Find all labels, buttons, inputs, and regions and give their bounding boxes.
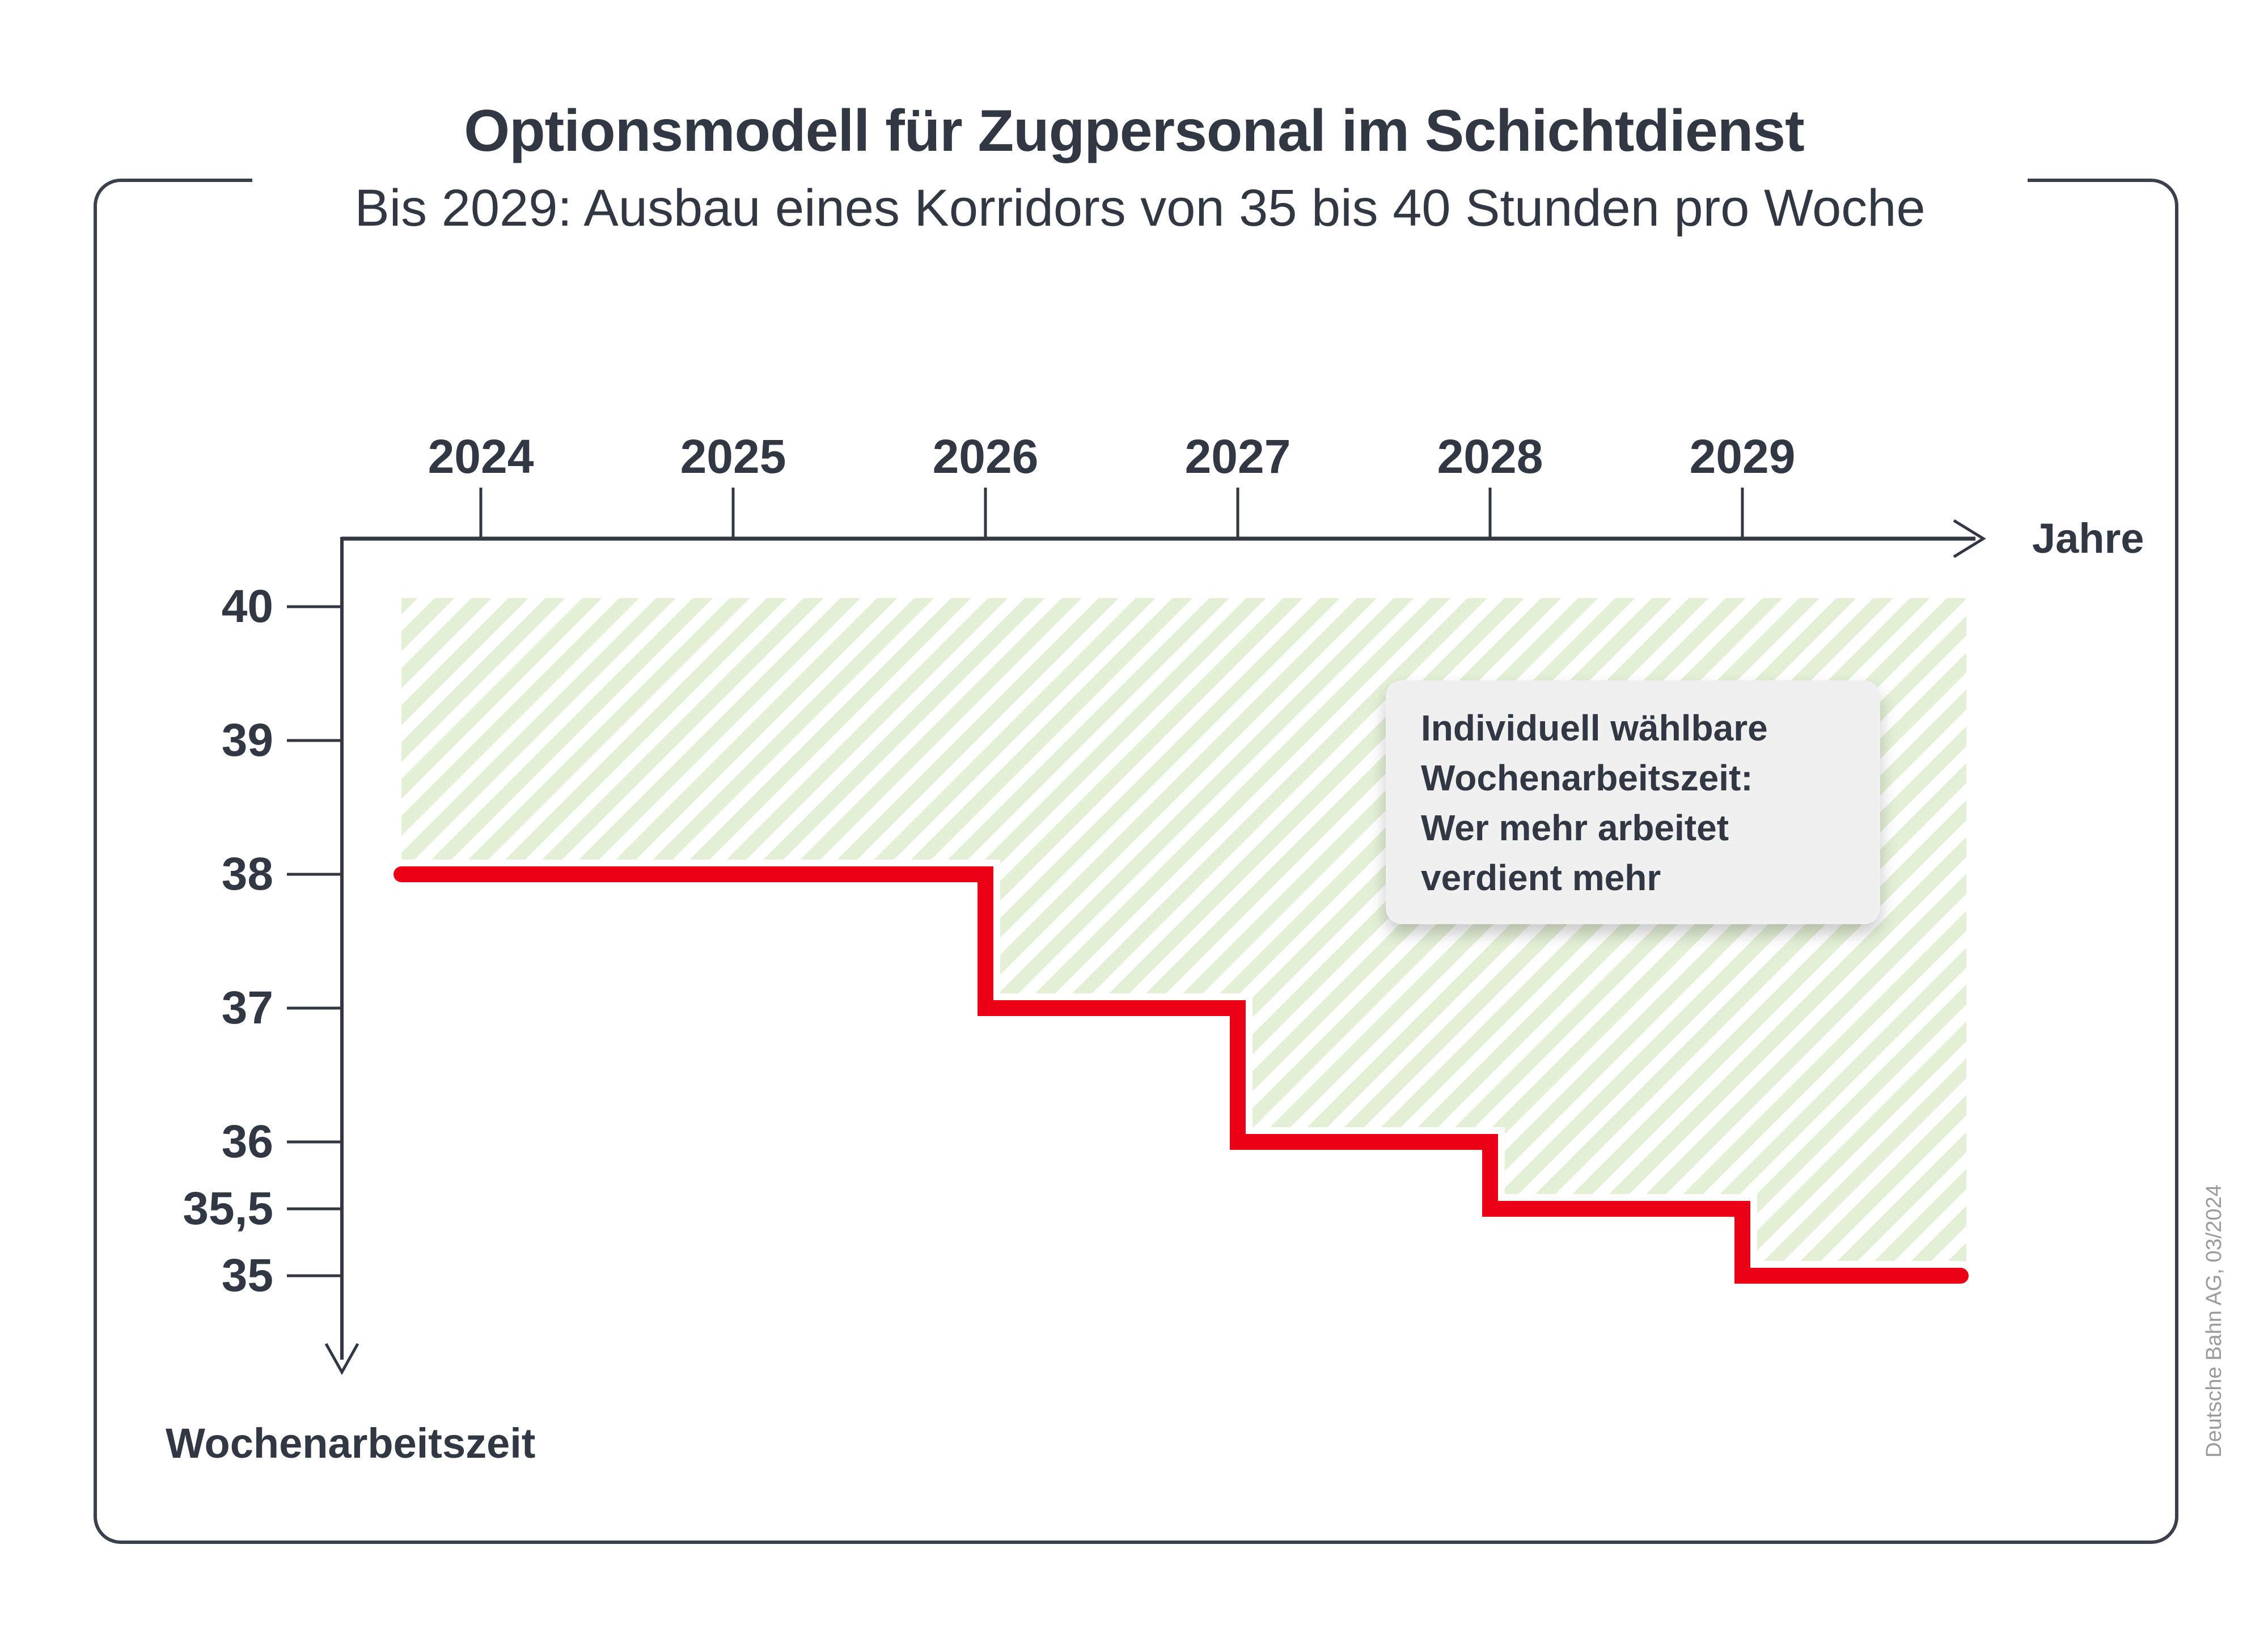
annotation-line: verdient mehr bbox=[1421, 857, 1661, 898]
y-axis-title: Wochenarbeitszeit bbox=[166, 1420, 536, 1467]
annotation-line: Individuell wählbare bbox=[1421, 708, 1768, 748]
x-tick-label: 2026 bbox=[932, 430, 1039, 483]
y-axis-arrowhead bbox=[324, 1343, 359, 1376]
x-tick-label: 2027 bbox=[1184, 430, 1291, 483]
annotation-callout: Individuell wählbare Wochenarbeitszeit: … bbox=[1386, 680, 1880, 924]
annotation-line: Wochenarbeitszeit: bbox=[1421, 758, 1753, 798]
y-tick-label: 38 bbox=[221, 848, 273, 900]
annotation-line: Wer mehr arbeitet bbox=[1421, 807, 1729, 848]
y-tick-label: 39 bbox=[221, 714, 273, 766]
x-axis-ticks bbox=[479, 488, 1744, 537]
y-tick-label: 40 bbox=[221, 581, 273, 632]
x-tick-label: 2029 bbox=[1689, 430, 1796, 483]
x-tick-label: 2028 bbox=[1437, 430, 1543, 483]
page-title: Optionsmodell für Zugpersonal im Schicht… bbox=[464, 98, 1805, 164]
x-tick-label: 2024 bbox=[428, 430, 534, 483]
y-tick-label: 37 bbox=[221, 982, 273, 1034]
y-tick-label: 36 bbox=[221, 1116, 273, 1167]
y-tick-label: 35 bbox=[221, 1250, 273, 1301]
page-subtitle: Bis 2029: Ausbau eines Korridors von 35 … bbox=[252, 163, 2028, 253]
x-axis-title: Jahre bbox=[2032, 515, 2144, 562]
y-axis-ticks bbox=[287, 605, 340, 1277]
x-tick-label: 2025 bbox=[680, 430, 786, 483]
x-axis-arrowhead bbox=[1953, 519, 1986, 558]
y-tick-label: 35,5 bbox=[183, 1183, 273, 1234]
step-line bbox=[393, 866, 1969, 1284]
